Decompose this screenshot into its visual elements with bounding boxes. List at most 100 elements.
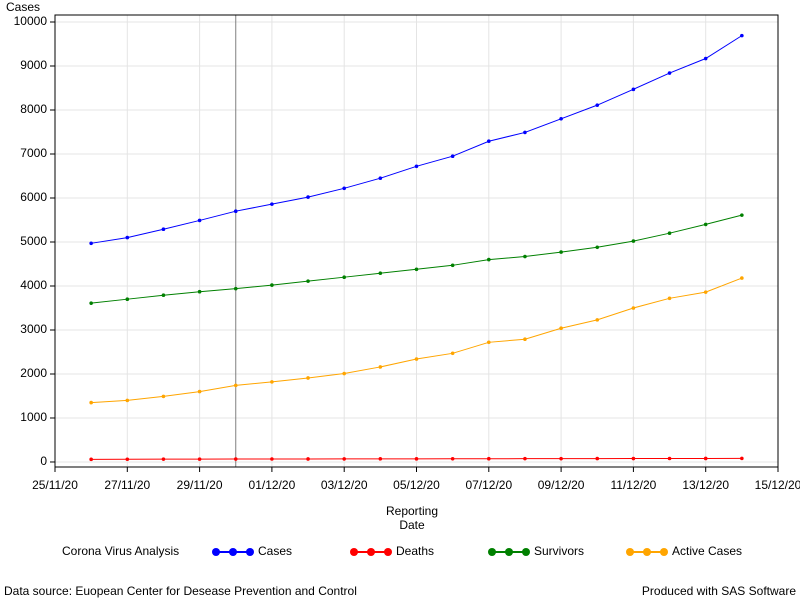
data-point [523, 337, 527, 342]
x-tick-label: 25/11/20 [32, 478, 78, 492]
data-point [667, 456, 672, 461]
y-tick-label: 7000 [20, 146, 47, 160]
data-point [631, 87, 636, 92]
data-point [197, 389, 202, 394]
legend-marker [384, 548, 392, 556]
data-point [125, 398, 130, 403]
y-tick-label: 4000 [20, 278, 47, 292]
data-point [487, 257, 491, 262]
y-tick-label: 2000 [20, 366, 47, 380]
data-point [450, 263, 455, 268]
data-point [595, 245, 600, 250]
data-point [703, 222, 708, 227]
y-tick-label: 8000 [20, 102, 47, 116]
data-point [378, 271, 383, 276]
data-point [233, 209, 238, 213]
data-point [270, 380, 274, 384]
data-point [378, 457, 383, 461]
data-point [161, 293, 166, 298]
data-point [125, 235, 130, 240]
x-tick-label: 07/12/20 [465, 478, 512, 492]
legend-marker [350, 548, 358, 556]
data-point [378, 365, 383, 369]
legend-marker [660, 548, 668, 556]
data-point [487, 139, 491, 144]
data-point [342, 371, 347, 376]
data-point [450, 154, 455, 158]
data-point [595, 456, 600, 461]
y-tick-label: 6000 [20, 190, 47, 204]
x-tick-label: 01/12/20 [249, 478, 296, 492]
data-point [197, 289, 202, 294]
x-tick-label: 05/12/20 [393, 478, 440, 492]
y-tick-label: 9000 [20, 58, 47, 72]
data-point [270, 202, 274, 206]
data-point [414, 267, 419, 272]
data-point [414, 457, 419, 461]
data-point [740, 456, 744, 461]
data-point [740, 33, 744, 38]
legend-marker [367, 548, 375, 556]
data-point [89, 400, 93, 405]
y-tick-label: 10000 [14, 14, 48, 28]
data-point [523, 254, 527, 259]
x-tick-label: 27/11/20 [104, 478, 150, 492]
data-point [233, 383, 238, 388]
y-tick-label: 3000 [20, 322, 47, 336]
x-axis-label: Reporting Date [385, 504, 439, 532]
data-point [342, 186, 347, 191]
data-point [306, 457, 310, 461]
legend-marker [626, 548, 634, 556]
data-point [233, 286, 238, 291]
legend-marker [212, 548, 220, 556]
data-point [306, 195, 310, 199]
data-point [161, 394, 166, 399]
data-point [667, 71, 672, 75]
data-point [342, 457, 347, 461]
data-point [161, 227, 166, 232]
x-tick-label: 03/12/20 [321, 478, 368, 492]
data-point [703, 290, 708, 294]
data-point [595, 103, 600, 107]
data-point [342, 275, 347, 279]
x-tick-label: 15/12/20 [755, 478, 800, 492]
data-point [631, 239, 636, 243]
x-tick-label: 11/12/20 [610, 478, 656, 492]
data-point [667, 231, 672, 235]
data-point [487, 456, 491, 461]
legend-marker [488, 548, 496, 556]
footnote: Data source: Euopean Center for Desease … [4, 584, 357, 598]
data-point [487, 340, 491, 345]
data-point [125, 297, 130, 301]
legend-marker [643, 548, 651, 556]
data-point [270, 457, 274, 461]
data-point [631, 306, 636, 310]
legend-marker [505, 548, 513, 556]
x-tick-label: 29/11/20 [177, 478, 223, 492]
legend-marker [246, 548, 254, 556]
y-tick-label: 5000 [20, 234, 47, 248]
legend-label: Active Cases [672, 544, 742, 558]
data-point [559, 116, 563, 121]
plot-frame [54, 14, 779, 468]
data-point [523, 456, 527, 461]
data-point [631, 456, 636, 461]
data-point [559, 326, 563, 331]
y-tick-label: 1000 [20, 410, 47, 424]
data-point [89, 241, 93, 246]
data-point [703, 56, 708, 61]
x-tick-label: 13/12/20 [682, 478, 729, 492]
x-axis-label-box: Reporting Date [385, 504, 439, 532]
data-point [89, 301, 93, 305]
data-point [740, 213, 744, 217]
data-point [703, 456, 708, 461]
data-point [233, 457, 238, 461]
legend-label: Survivors [534, 544, 584, 558]
data-point [306, 376, 310, 380]
footnote: Produced with SAS Software [642, 584, 796, 598]
data-point [450, 456, 455, 461]
y-axis-label: Cases [6, 0, 40, 14]
data-point [595, 318, 600, 322]
